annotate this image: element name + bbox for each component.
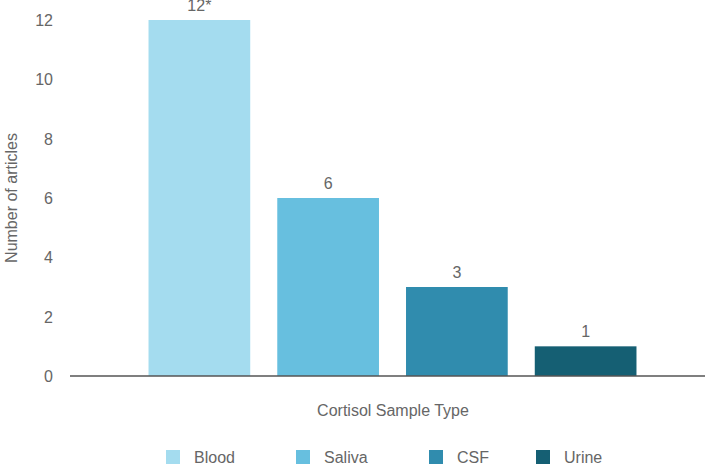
legend-label: CSF — [457, 449, 489, 466]
data-label: 3 — [452, 264, 461, 281]
y-tick-label: 4 — [44, 249, 53, 266]
legend-label: Urine — [564, 449, 602, 466]
data-label: 12* — [187, 0, 211, 14]
legend-swatch — [296, 450, 310, 464]
y-tick-label: 12 — [35, 12, 53, 29]
y-tick-label: 8 — [44, 131, 53, 148]
legend-label: Blood — [194, 449, 235, 466]
y-tick-label: 6 — [44, 190, 53, 207]
bar — [149, 20, 251, 376]
y-tick-label: 0 — [44, 368, 53, 385]
legend: Blood Saliva CSF Urine — [166, 449, 602, 466]
legend-swatch — [166, 450, 180, 464]
bars — [149, 20, 637, 376]
x-axis-title: Cortisol Sample Type — [317, 402, 469, 419]
bar — [406, 287, 508, 376]
legend-swatch — [536, 450, 550, 464]
bar — [535, 346, 637, 376]
x-axis-line — [70, 375, 705, 377]
legend-label: Saliva — [324, 449, 368, 466]
y-tick-label: 10 — [35, 71, 53, 88]
chart: 0 2 4 6 8 10 12 12* 6 3 1 Cortisol Sample Type Numbe… — [0, 0, 707, 474]
data-label: 1 — [581, 323, 590, 340]
bar — [277, 198, 379, 376]
y-tick-label: 2 — [44, 309, 53, 326]
y-axis-title: Number of articles — [3, 133, 20, 263]
data-label: 6 — [324, 175, 333, 192]
page: {"chart_data": {"type": "bar", "x_label"… — [0, 0, 707, 474]
legend-swatch — [429, 450, 443, 464]
